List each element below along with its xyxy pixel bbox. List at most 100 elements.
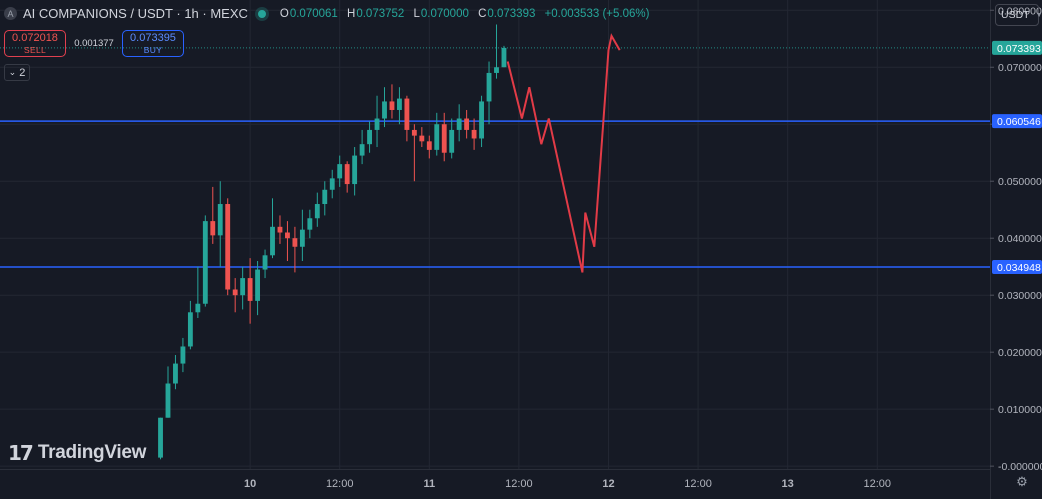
candle [262, 249, 268, 279]
candle-body [374, 118, 380, 130]
price-label-text: 0.060546 [997, 116, 1041, 128]
market-status-icon[interactable] [257, 9, 266, 18]
price-tick-label: 0.030000 [998, 290, 1042, 302]
candle [255, 260, 261, 316]
candle-body [352, 155, 358, 185]
candle [322, 181, 328, 216]
currency-value: USDT [1001, 9, 1030, 21]
symbol-logo-icon: A [4, 7, 17, 20]
candle [456, 104, 462, 142]
tradingview-logo[interactable]: 17 TradingView [8, 441, 146, 465]
candle-body [217, 204, 223, 236]
candle [479, 95, 484, 148]
price-label-text: 0.034948 [997, 262, 1041, 274]
candle [449, 118, 455, 159]
chart-header: A AI COMPANIONS / USDT · 1h · MEXC O0.07… [4, 6, 655, 21]
candle [187, 300, 193, 350]
candle [210, 186, 216, 244]
candle-body [419, 135, 425, 142]
candle [299, 209, 305, 261]
open-value: 0.070061 [289, 7, 338, 20]
candle [240, 266, 246, 310]
change-value: +0.003533 (+5.06%) [544, 7, 650, 20]
time-tick-label: 12:00 [684, 478, 712, 490]
brand-name: TradingView [37, 442, 147, 463]
candle [329, 169, 335, 199]
candle-body [434, 124, 440, 150]
time-tick-label: 13 [782, 478, 794, 490]
candle-body [344, 164, 350, 185]
candle [382, 87, 387, 128]
indicators-toggle-button[interactable]: ⌄ 2 [4, 64, 30, 81]
price-tick-label: 0.080000 [998, 5, 1042, 17]
candlestick-series [158, 24, 507, 460]
caret-down-icon: ▼ [1035, 11, 1042, 19]
low-value: 0.070000 [420, 7, 469, 20]
candle-body [397, 98, 402, 110]
time-tick-label: 12:00 [505, 478, 533, 490]
tradingview-logo-icon: 17 [8, 441, 34, 465]
candle [307, 209, 313, 239]
buy-price: 0.073395 [130, 31, 176, 44]
candle [419, 127, 425, 148]
candle-body [158, 417, 163, 458]
candle [471, 118, 477, 150]
candle-body [367, 129, 372, 145]
sell-button[interactable]: 0.072018 SELL [4, 30, 66, 57]
price-axis[interactable]: 0.0800000.0700000.0600000.0500000.040000… [990, 0, 1042, 499]
candle [292, 226, 298, 273]
candle-body [307, 218, 313, 230]
currency-select[interactable]: USDT ▼ [995, 4, 1042, 26]
sell-label: SELL [24, 44, 46, 55]
close-label: C [478, 7, 487, 20]
candle [158, 417, 163, 460]
spread-value: 0.001377 [74, 38, 114, 49]
candle-body [173, 363, 178, 384]
sell-price: 0.072018 [12, 31, 58, 44]
time-tick-label: 12:00 [863, 478, 891, 490]
annotation-drawing[interactable] [506, 33, 621, 273]
candle [441, 112, 447, 162]
candle-body [165, 383, 171, 418]
low-label: L [413, 7, 420, 20]
time-tick-label: 11 [423, 478, 435, 490]
candle [411, 124, 417, 182]
candle [389, 84, 395, 119]
price-label-box [992, 259, 1042, 274]
symbol-title[interactable]: AI COMPANIONS / USDT · 1h · MEXC [23, 6, 248, 21]
horizontal-levels[interactable] [0, 47, 990, 268]
chevron-down-icon: ⌄ [8, 67, 17, 77]
candle [247, 258, 253, 324]
candle [217, 181, 223, 267]
candle-body [232, 289, 238, 296]
candle [494, 24, 499, 79]
candle-body [285, 232, 290, 239]
candle-body [389, 101, 395, 110]
candle [367, 121, 372, 153]
open-label: O [279, 7, 289, 20]
candle-body [292, 238, 298, 247]
candle-body [501, 47, 507, 68]
candle [404, 95, 410, 142]
candle-body [255, 269, 261, 301]
price-tick-label: 0.040000 [998, 233, 1042, 245]
candle-body [225, 204, 231, 290]
trade-panel: 0.072018 SELL 0.001377 0.073395 BUY [4, 30, 184, 57]
price-tick-label: 0.070000 [998, 62, 1042, 74]
time-axis[interactable]: 10 12:00 11 12:00 12 12:00 13 12:00 [0, 469, 990, 491]
candle-body [426, 141, 432, 150]
candle [285, 221, 290, 261]
candle-body [180, 346, 186, 364]
candle-body [464, 118, 470, 130]
settings-gear-icon[interactable]: ⚙ [1016, 474, 1028, 489]
buy-label: BUY [143, 44, 163, 55]
candle-body [210, 221, 216, 236]
candle-body [411, 129, 417, 136]
drawn-path[interactable] [506, 33, 621, 273]
price-label-text: 0.073393 [997, 43, 1041, 55]
candle [397, 87, 402, 125]
buy-button[interactable]: 0.073395 BUY [122, 30, 184, 57]
candle [232, 278, 238, 313]
candle [180, 337, 186, 373]
